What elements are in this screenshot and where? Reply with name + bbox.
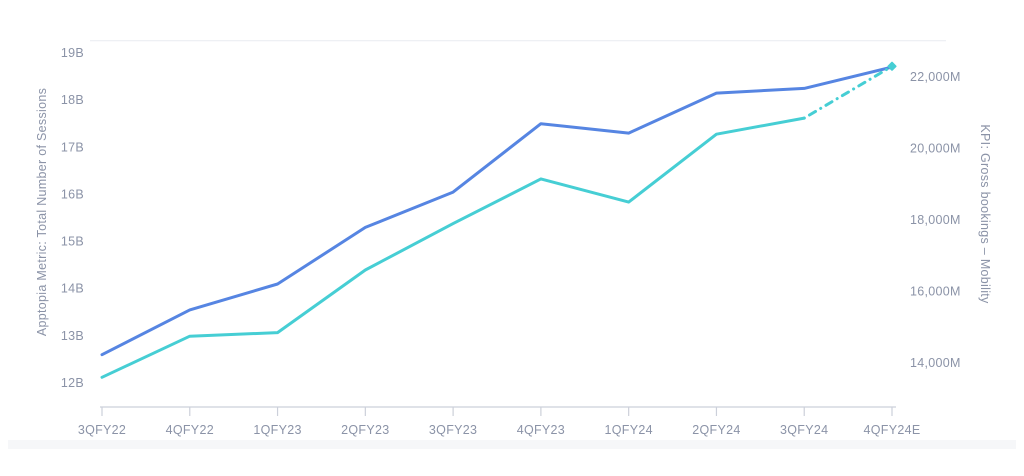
x-axis-tick-label: 4QFY22 <box>166 423 214 437</box>
x-axis-tick-label: 3QFY22 <box>78 423 126 437</box>
left-axis-tick-label: 19B <box>61 46 84 60</box>
left-axis-tick-label: 17B <box>61 140 84 154</box>
left-axis-tick-label: 14B <box>61 282 84 296</box>
x-axis-tick-label: 3QFY23 <box>429 423 477 437</box>
estimate-endpoint-marker <box>887 61 897 71</box>
right-axis-tick-label: 14,000M <box>910 356 961 370</box>
left-axis-tick-label: 16B <box>61 187 84 201</box>
x-axis-tick-label: 2QFY24 <box>692 423 740 437</box>
left-axis-tick-label: 13B <box>61 329 84 343</box>
x-axis-tick-label: 1QFY24 <box>604 423 652 437</box>
bottom-divider-band <box>8 440 1016 449</box>
plot-top-border <box>90 40 946 42</box>
series-line-gross-bookings <box>100 116 806 379</box>
right-axis-tick-label: 16,000M <box>910 285 961 299</box>
left-axis-tick-label: 18B <box>61 93 84 107</box>
x-axis-tick-label: 3QFY24 <box>780 423 828 437</box>
right-axis-title: KPI: Gross bookings – Mobility <box>978 124 992 304</box>
x-axis-tick-label: 1QFY23 <box>253 423 301 437</box>
right-axis-tick-label: 18,000M <box>910 213 961 227</box>
left-axis-tick-label: 15B <box>61 235 84 249</box>
left-axis-tick-label: 12B <box>61 376 84 390</box>
right-axis-tick-label: 22,000M <box>910 70 961 84</box>
x-axis-tick-label: 4QFY24E <box>864 423 921 437</box>
series-line-gross-bookings-estimate-dashed <box>802 64 894 120</box>
x-axis-tick-label: 4QFY23 <box>517 423 565 437</box>
left-axis-title: Apptopia Metric: Total Number of Session… <box>35 88 49 336</box>
x-axis-tick-label: 2QFY23 <box>341 423 389 437</box>
series-line-sessions <box>100 65 894 357</box>
right-axis-tick-label: 20,000M <box>910 142 961 156</box>
